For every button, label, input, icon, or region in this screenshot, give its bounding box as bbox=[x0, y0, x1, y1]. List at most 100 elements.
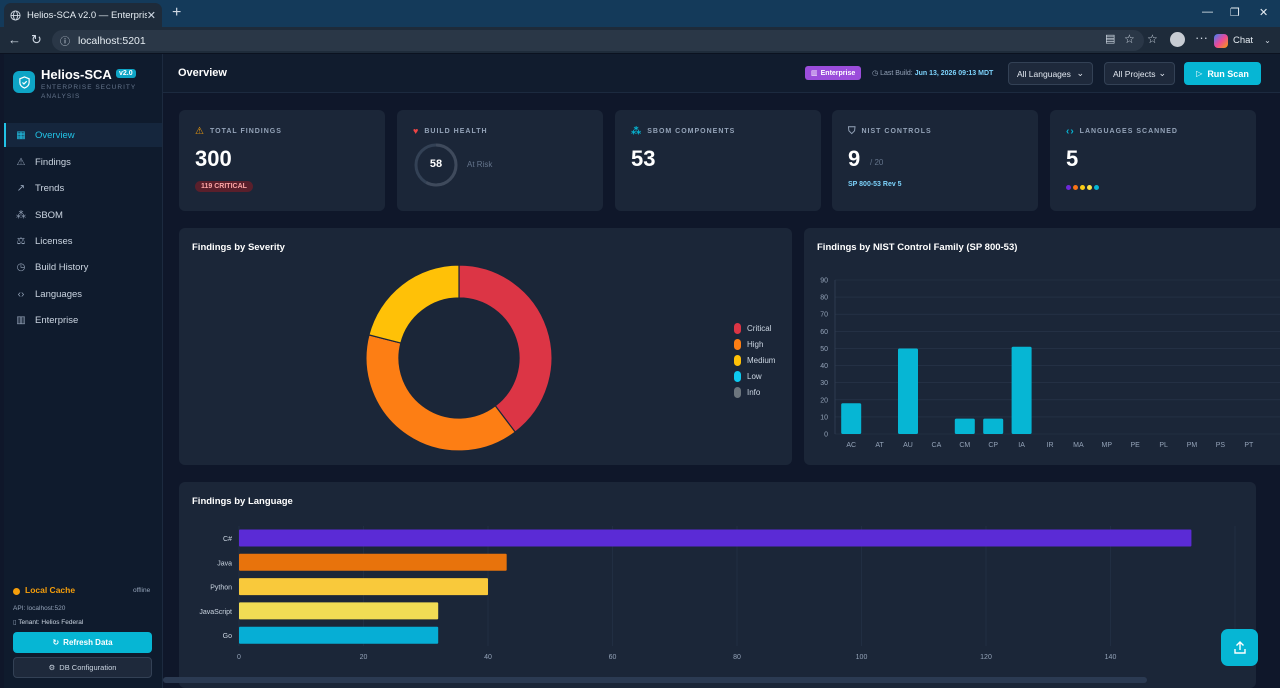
legend-label: Low bbox=[747, 371, 762, 381]
cache-status: offline bbox=[133, 587, 151, 594]
reader-icon[interactable]: ▤ bbox=[1105, 33, 1116, 45]
shield-icon: ⛉ bbox=[848, 126, 857, 137]
bar-au[interactable] bbox=[898, 348, 918, 434]
sidebar-item-trends[interactable]: ↗ Trends bbox=[4, 176, 162, 200]
db-label: DB Configuration bbox=[59, 663, 117, 672]
language-dot bbox=[1087, 185, 1092, 190]
horizontal-scrollbar[interactable] bbox=[163, 677, 1147, 683]
chat-button[interactable]: Chat ⌄ bbox=[1214, 31, 1271, 50]
kpi-label-text: NIST CONTROLS bbox=[861, 128, 932, 135]
run-scan-label: Run Scan bbox=[1207, 68, 1249, 79]
favorites-bar-icon[interactable]: ☆ bbox=[1147, 32, 1158, 46]
nist-bar-chart: 0 10 20 30 40 50 60 70 80 90 AC AT AU CA CM CP IA IR MA MP P… bbox=[820, 278, 1280, 449]
new-tab-icon[interactable]: + bbox=[172, 4, 182, 21]
project-filter-select[interactable]: All Projects ⌄ bbox=[1104, 62, 1175, 85]
kpi-value: 9 bbox=[848, 146, 861, 171]
health-gauge-arc bbox=[414, 143, 458, 187]
restore-icon[interactable]: ❐ bbox=[1230, 7, 1240, 19]
kpi-label: ‹› LANGUAGES SCANNED bbox=[1066, 126, 1178, 137]
legend-item-critical[interactable]: Critical bbox=[734, 320, 775, 336]
x-tick-label: PS bbox=[1216, 442, 1226, 449]
bar-java[interactable] bbox=[239, 553, 507, 571]
bar-ia[interactable] bbox=[1011, 346, 1032, 434]
sidebar-item-sbom[interactable]: ⁂ SBOM bbox=[4, 203, 162, 227]
x-tick-label: PM bbox=[1187, 442, 1198, 449]
health-value: 58 bbox=[429, 158, 443, 170]
sidebar-item-label: Overview bbox=[35, 129, 75, 141]
y-tick-label: JavaScript bbox=[199, 609, 232, 616]
refresh-data-button[interactable]: ↻ Refresh Data bbox=[13, 632, 152, 653]
favorite-icon[interactable]: ☆ bbox=[1124, 32, 1135, 46]
y-tick-label: 50 bbox=[820, 346, 828, 353]
health-gauge bbox=[414, 143, 458, 187]
bar-python[interactable] bbox=[239, 578, 488, 596]
kpi-sbom-components[interactable]: ⁂ SBOM COMPONENTS 53 bbox=[615, 110, 821, 211]
sidebar-item-enterprise[interactable]: ▥ Enterprise bbox=[4, 308, 162, 332]
kpi-value: 5 bbox=[1066, 146, 1079, 171]
language-filter-select[interactable]: All Languages ⌄ bbox=[1008, 62, 1093, 85]
y-tick-label: 30 bbox=[820, 380, 828, 387]
url-field[interactable]: ⓘ localhost:5201 bbox=[52, 30, 1144, 51]
sidebar-item-label: Licenses bbox=[35, 235, 73, 247]
legend-item-high[interactable]: High bbox=[734, 336, 775, 352]
export-button[interactable] bbox=[1221, 629, 1258, 666]
sidebar-item-languages[interactable]: ‹› Languages bbox=[4, 282, 162, 306]
bar-cm[interactable] bbox=[954, 418, 975, 434]
bar-csharp[interactable] bbox=[239, 529, 1192, 547]
sidebar-item-findings[interactable]: ⚠ Findings bbox=[4, 150, 162, 174]
cache-status-dot bbox=[13, 588, 20, 595]
kpi-build-health[interactable]: ♥ BUILD HEALTH 58 At Risk bbox=[397, 110, 603, 211]
chart-title: Findings by NIST Control Family (SP 800-… bbox=[817, 242, 1018, 253]
severity-legend: Critical High Medium Low Info bbox=[734, 320, 775, 400]
shield-logo-icon bbox=[13, 71, 35, 93]
more-icon[interactable]: ··· bbox=[1195, 30, 1208, 45]
tenant-info: ▯ Tenant: Helios Federal bbox=[13, 618, 83, 626]
profile-avatar[interactable] bbox=[1170, 32, 1185, 47]
gear-icon: ⚙ bbox=[48, 663, 56, 672]
kpi-languages-scanned[interactable]: ‹› LANGUAGES SCANNED 5 bbox=[1050, 110, 1256, 211]
close-window-icon[interactable]: ✕ bbox=[1259, 7, 1269, 19]
close-tab-icon[interactable]: ✕ bbox=[146, 9, 156, 22]
chart-title: Findings by Severity bbox=[192, 242, 285, 253]
back-icon[interactable]: ← bbox=[8, 32, 21, 47]
kpi-label-text: LANGUAGES SCANNED bbox=[1079, 128, 1178, 135]
sidebar-item-build-history[interactable]: ◷ Build History bbox=[4, 255, 162, 279]
last-build: ◷ Last Build: Jun 13, 2026 09:13 MDT bbox=[872, 69, 993, 77]
sidebar-item-licenses[interactable]: ⚖ Licenses bbox=[4, 229, 162, 253]
x-tick-label: 140 bbox=[1105, 654, 1117, 661]
kpi-total-findings[interactable]: ⚠ TOTAL FINDINGS 300 119 CRITICAL bbox=[179, 110, 385, 211]
db-configuration-button[interactable]: ⚙ DB Configuration bbox=[13, 657, 152, 678]
run-scan-button[interactable]: ▷ Run Scan bbox=[1184, 62, 1261, 85]
kpi-nist-controls[interactable]: ⛉ NIST CONTROLS 9 / 20 SP 800-53 Rev 5 bbox=[832, 110, 1038, 211]
sidebar-item-overview[interactable]: ▦ Overview bbox=[4, 123, 162, 147]
y-tick-label: 40 bbox=[820, 363, 828, 370]
legend-item-medium[interactable]: Medium bbox=[734, 352, 775, 368]
chevron-down-icon: ⌄ bbox=[1158, 68, 1166, 78]
donut-slice-high[interactable] bbox=[365, 334, 517, 452]
reload-icon[interactable]: ↻ bbox=[31, 32, 42, 47]
donut-slice-medium[interactable] bbox=[368, 264, 460, 344]
address-bar-row: ← ↻ ⓘ localhost:5201 ▤ ☆ ☆ ··· Chat ⌄ bbox=[0, 27, 1280, 54]
language-dot bbox=[1080, 185, 1085, 190]
building-icon: ▥ bbox=[811, 70, 818, 77]
browser-tab-bar: Helios-SCA v2.0 — Enterprise Secu ✕ + — … bbox=[0, 0, 1280, 27]
legend-item-low[interactable]: Low bbox=[734, 368, 775, 384]
x-tick-label: 60 bbox=[609, 654, 617, 661]
warning-icon: ⚠ bbox=[195, 126, 205, 137]
language-dots bbox=[1066, 185, 1099, 190]
legend-item-info[interactable]: Info bbox=[734, 384, 775, 400]
browser-tab[interactable]: Helios-SCA v2.0 — Enterprise Secu ✕ bbox=[4, 3, 162, 27]
kpi-label-text: TOTAL FINDINGS bbox=[209, 128, 282, 135]
bar-go[interactable] bbox=[239, 626, 439, 644]
version-badge: v2.0 bbox=[116, 69, 136, 78]
health-status: At Risk bbox=[467, 160, 493, 169]
minimize-icon[interactable]: — bbox=[1202, 6, 1213, 18]
x-tick-label: AC bbox=[846, 442, 856, 449]
bar-cp[interactable] bbox=[983, 418, 1004, 434]
kpi-label-text: SBOM COMPONENTS bbox=[647, 128, 736, 135]
bar-javascript[interactable] bbox=[239, 602, 439, 620]
x-tick-label: 20 bbox=[360, 654, 368, 661]
donut-slice-critical[interactable] bbox=[458, 264, 553, 433]
bar-ac[interactable] bbox=[841, 403, 862, 434]
language-dot bbox=[1066, 185, 1071, 190]
